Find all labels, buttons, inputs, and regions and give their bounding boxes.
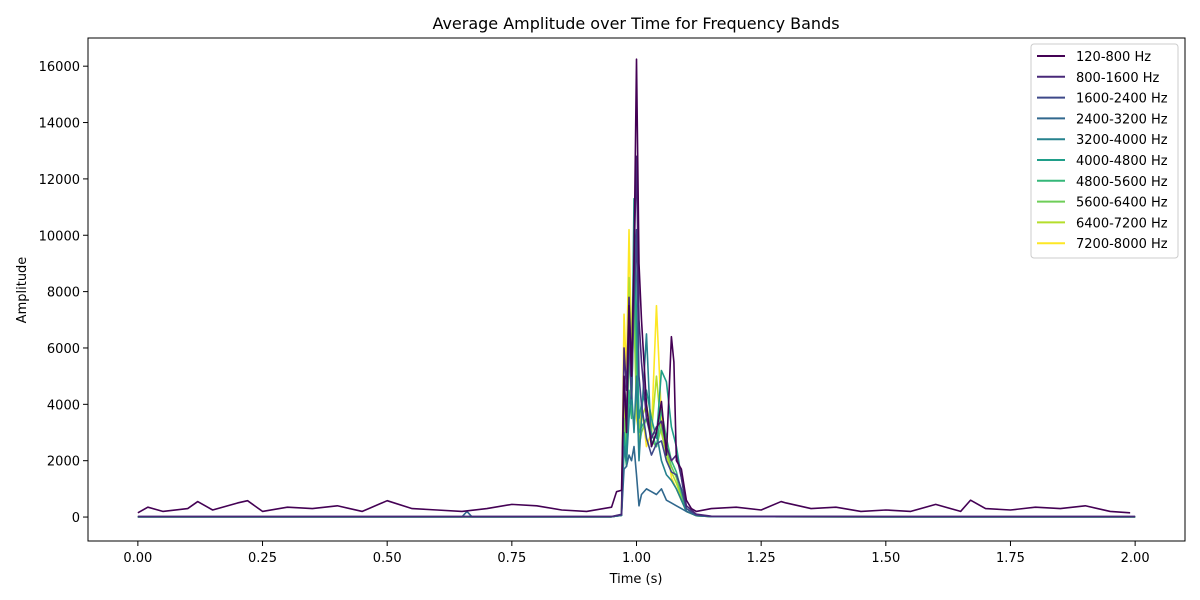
x-axis-title: Time (s) — [609, 572, 663, 587]
legend-label: 2400-3200 Hz — [1076, 112, 1168, 127]
y-tick-label: 16000 — [39, 60, 80, 75]
legend-label: 120-800 Hz — [1076, 50, 1151, 65]
y-axis-title: Amplitude — [15, 257, 30, 324]
y-tick-label: 10000 — [39, 229, 80, 244]
x-tick-label: 0.25 — [248, 551, 277, 566]
x-axis: 0.00 0.25 0.50 0.75 1.00 1.25 1.50 1.75 2.00 — [123, 541, 1150, 566]
legend-label: 1600-2400 Hz — [1076, 92, 1168, 107]
chart-title: Average Amplitude over Time for Frequenc… — [432, 14, 839, 33]
x-tick-label: 0.75 — [497, 551, 526, 566]
legend-label: 7200-8000 Hz — [1076, 237, 1168, 252]
y-tick-label: 4000 — [47, 398, 80, 413]
legend-label: 6400-7200 Hz — [1076, 216, 1168, 231]
x-tick-label: 0.00 — [123, 551, 152, 566]
x-tick-label: 1.25 — [747, 551, 776, 566]
legend-label: 4800-5600 Hz — [1076, 175, 1168, 190]
y-tick-label: 2000 — [47, 455, 80, 470]
legend-box — [1030, 43, 1179, 259]
x-tick-label: 1.50 — [871, 551, 900, 566]
legend: 120-800 Hz 800-1600 Hz 1600-2400 Hz 2400-32… — [1030, 43, 1179, 259]
x-tick-label: 2.00 — [1121, 551, 1150, 566]
legend-label: 3200-4000 Hz — [1076, 133, 1168, 148]
y-axis: 0 2000 4000 6000 8000 10000 12000 14000 16000 — [39, 60, 88, 526]
legend-label: 4000-4800 Hz — [1076, 154, 1168, 169]
y-tick-label: 0 — [72, 511, 80, 526]
series-line-2 — [137, 155, 1136, 518]
x-tick-label: 0.50 — [373, 551, 402, 566]
y-tick-label: 8000 — [47, 286, 80, 301]
y-tick-label: 6000 — [47, 342, 80, 357]
legend-label: 800-1600 Hz — [1076, 71, 1159, 86]
series-line-1 — [137, 58, 1131, 514]
legend-label: 5600-6400 Hz — [1076, 196, 1168, 211]
x-tick-label: 1.75 — [996, 551, 1025, 566]
plot-area — [137, 58, 1136, 518]
y-tick-label: 12000 — [39, 173, 80, 188]
x-tick-label: 1.00 — [622, 551, 651, 566]
y-tick-label: 14000 — [39, 117, 80, 132]
